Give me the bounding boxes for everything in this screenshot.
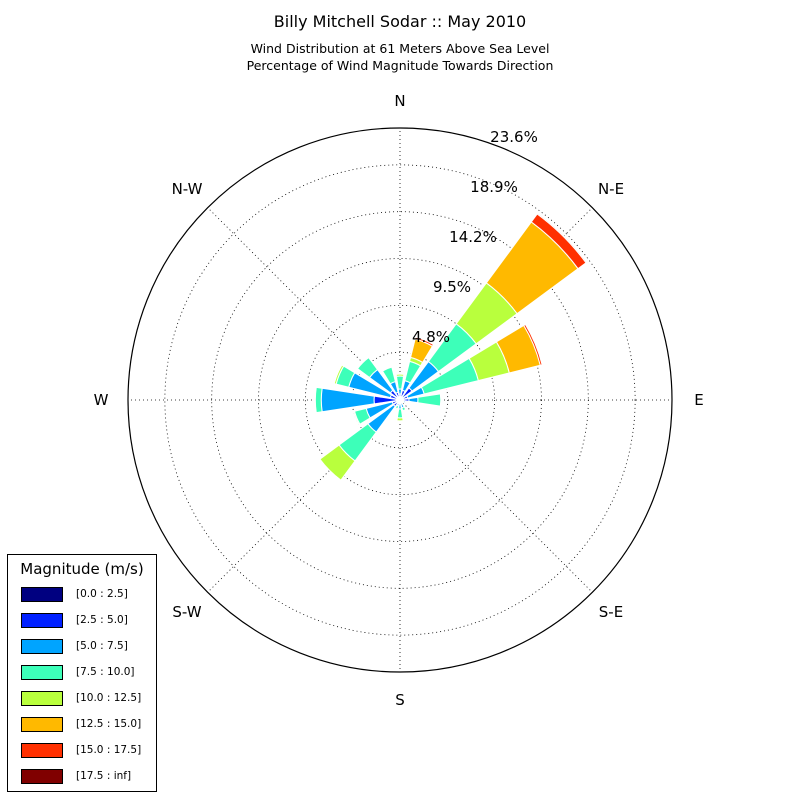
legend-item: [12.5 : 15.0] [8, 717, 156, 733]
bar-NNW-bin-0 [398, 397, 401, 401]
legend-label: [15.0 : 17.5] [76, 744, 142, 756]
radial-tick-label: 4.8% [412, 328, 450, 346]
legend-swatch [21, 665, 63, 680]
radial-tick-label: 9.5% [433, 278, 471, 296]
bar-W-bin-2 [320, 387, 401, 413]
chart-subtitle-line-1: Wind Distribution at 61 Meters Above Sea… [250, 41, 550, 56]
direction-label-N-W: N-W [172, 180, 203, 198]
bar-WNW-bin-2 [348, 371, 401, 401]
direction-label-W: W [94, 391, 109, 409]
legend-swatch [21, 769, 63, 784]
legend-label: [17.5 : inf] [76, 770, 132, 782]
radial-gridline [351, 351, 449, 449]
angular-gridline [207, 207, 401, 401]
chart-title: Billy Mitchell Sodar :: May 2010 [273, 12, 527, 31]
bar-N-bin-1 [398, 393, 402, 401]
legend: Magnitude (m/s) [0.0 : 2.5] [2.5 : 5.0] [5… [7, 554, 157, 792]
radial-tick-label: 14.2% [449, 228, 497, 246]
legend-item: [7.5 : 10.0] [8, 665, 156, 681]
legend-swatch [21, 613, 63, 628]
legend-swatch [21, 743, 63, 758]
angular-gridline [399, 399, 593, 593]
legend-item: [17.5 : inf] [8, 769, 156, 785]
bar-E-bin-3 [399, 393, 442, 407]
legend-label: [12.5 : 15.0] [76, 718, 142, 730]
bar-WSW-bin-2 [365, 399, 401, 419]
legend-title: Magnitude (m/s) [20, 560, 144, 578]
direction-label-S-W: S-W [172, 603, 201, 621]
legend-label: [10.0 : 12.5] [76, 692, 142, 704]
radial-gridline [164, 164, 636, 636]
legend-swatch [21, 691, 63, 706]
direction-label-S-E: S-E [599, 603, 623, 621]
bar-W-bin-1 [373, 395, 401, 405]
direction-label-N-E: N-E [598, 180, 624, 198]
legend-swatch [21, 639, 63, 654]
angular-gridline [207, 399, 401, 593]
legend-label: [5.0 : 7.5] [76, 640, 128, 652]
legend-swatch [21, 717, 63, 732]
legend-item: [5.0 : 7.5] [8, 639, 156, 655]
radial-gridline [304, 304, 496, 496]
direction-label-S: S [395, 691, 405, 709]
direction-label-N: N [394, 92, 405, 110]
chart-subtitle-line-2: Percentage of Wind Magnitude Towards Dir… [246, 58, 554, 73]
bar-E-bin-1 [399, 398, 410, 402]
radial-tick-label: 23.6% [490, 128, 538, 146]
legend-label: [7.5 : 10.0] [76, 666, 135, 678]
legend-item: [15.0 : 17.5] [8, 743, 156, 759]
polar-frame [127, 127, 673, 673]
legend-item: [10.0 : 12.5] [8, 691, 156, 707]
bar-N-bin-3 [395, 375, 405, 401]
legend-item: [0.0 : 2.5] [8, 587, 156, 603]
radial-gridline [258, 258, 542, 542]
legend-swatch [21, 587, 63, 602]
legend-label: [0.0 : 2.5] [76, 588, 128, 600]
bar-SW-bin-2 [367, 399, 401, 433]
direction-label-E: E [694, 391, 703, 409]
radial-tick-label: 18.9% [470, 178, 518, 196]
legend-label: [2.5 : 5.0] [76, 614, 128, 626]
legend-item: [2.5 : 5.0] [8, 613, 156, 629]
bar-NE-bin-1 [399, 387, 413, 401]
